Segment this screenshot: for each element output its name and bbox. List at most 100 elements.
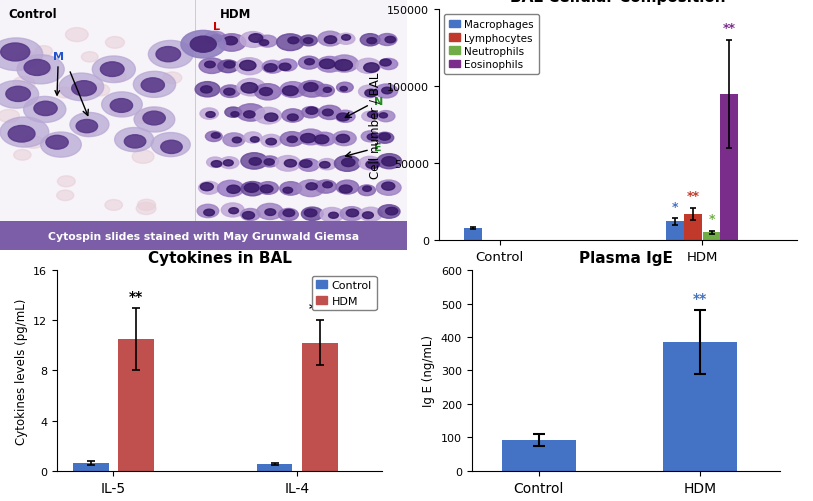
Circle shape (359, 208, 382, 222)
Circle shape (279, 64, 291, 71)
Circle shape (363, 187, 372, 192)
Circle shape (328, 213, 338, 219)
Circle shape (211, 161, 222, 168)
Circle shape (385, 208, 398, 215)
Circle shape (228, 208, 238, 214)
Circle shape (375, 85, 398, 99)
Circle shape (318, 32, 342, 47)
Circle shape (340, 207, 363, 221)
Circle shape (320, 60, 335, 70)
Legend: Control, HDM: Control, HDM (312, 276, 376, 311)
Title: Cytokines in BAL: Cytokines in BAL (148, 250, 291, 265)
Circle shape (258, 36, 277, 48)
Circle shape (315, 85, 334, 97)
Circle shape (0, 118, 49, 148)
Circle shape (385, 37, 396, 44)
Circle shape (217, 181, 244, 197)
Circle shape (200, 183, 213, 191)
Bar (464, 229, 481, 240)
Circle shape (59, 74, 104, 101)
Circle shape (143, 112, 165, 126)
Circle shape (198, 182, 220, 195)
Circle shape (242, 212, 254, 219)
Circle shape (137, 203, 156, 215)
Circle shape (315, 180, 337, 194)
Circle shape (298, 81, 325, 98)
Circle shape (199, 59, 224, 74)
Circle shape (324, 37, 337, 45)
Circle shape (254, 85, 281, 101)
Circle shape (358, 185, 376, 196)
Circle shape (318, 159, 336, 170)
Circle shape (367, 134, 377, 141)
Text: L: L (213, 22, 220, 32)
Circle shape (302, 207, 323, 221)
Circle shape (210, 36, 222, 43)
Circle shape (218, 35, 246, 52)
Circle shape (379, 134, 390, 141)
Circle shape (249, 35, 263, 43)
Bar (122, 224, 171, 234)
Circle shape (320, 162, 330, 169)
Circle shape (280, 132, 304, 147)
Circle shape (241, 182, 264, 196)
Circle shape (320, 208, 344, 222)
Circle shape (378, 205, 400, 219)
Circle shape (276, 35, 304, 52)
Circle shape (57, 191, 74, 201)
Circle shape (133, 151, 154, 164)
Circle shape (224, 89, 235, 96)
Circle shape (220, 86, 241, 98)
Circle shape (190, 37, 216, 53)
Bar (502, 440, 576, 471)
Circle shape (298, 130, 324, 145)
Circle shape (306, 183, 317, 190)
Circle shape (134, 108, 175, 133)
Text: HDM: HDM (220, 8, 251, 21)
Circle shape (359, 157, 380, 170)
Circle shape (282, 110, 303, 123)
Circle shape (300, 160, 312, 168)
Circle shape (156, 48, 180, 63)
Text: **: ** (723, 23, 736, 36)
Circle shape (115, 128, 154, 152)
Circle shape (200, 109, 219, 120)
Circle shape (377, 154, 402, 169)
Circle shape (298, 57, 320, 70)
Circle shape (277, 60, 297, 72)
Circle shape (341, 36, 350, 41)
Circle shape (241, 153, 267, 170)
Circle shape (323, 110, 333, 117)
Circle shape (367, 39, 376, 45)
Circle shape (224, 38, 237, 46)
Circle shape (258, 182, 278, 195)
Circle shape (46, 136, 68, 150)
Circle shape (34, 102, 57, 116)
Circle shape (24, 137, 44, 149)
Circle shape (24, 60, 50, 76)
Circle shape (195, 83, 220, 98)
Text: *: * (672, 200, 679, 213)
Circle shape (197, 205, 219, 218)
Y-axis label: Cell number / BAL: Cell number / BAL (369, 72, 382, 178)
Circle shape (264, 114, 278, 122)
Circle shape (0, 110, 20, 123)
Circle shape (337, 135, 350, 143)
Bar (0, 221, 406, 250)
Circle shape (201, 87, 212, 94)
Circle shape (76, 120, 98, 133)
Circle shape (376, 111, 395, 122)
Circle shape (282, 87, 298, 96)
Circle shape (259, 41, 269, 47)
Circle shape (266, 139, 276, 146)
Circle shape (304, 209, 317, 217)
Circle shape (340, 87, 347, 92)
Circle shape (259, 88, 272, 96)
Circle shape (100, 63, 124, 77)
Circle shape (102, 93, 142, 118)
Text: Control: Control (8, 8, 57, 21)
Circle shape (306, 108, 318, 115)
Circle shape (66, 29, 88, 43)
Circle shape (233, 138, 241, 143)
Circle shape (250, 137, 259, 143)
